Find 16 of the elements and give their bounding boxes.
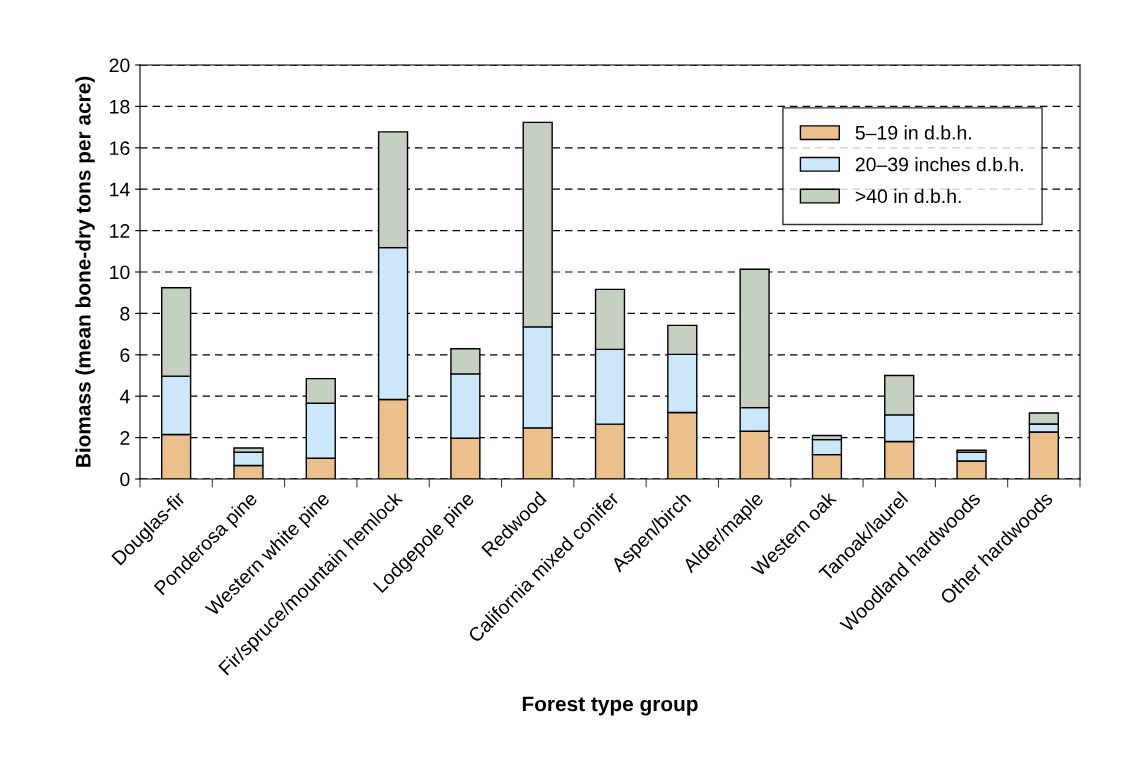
legend-label: 20–39 inches d.b.h. xyxy=(855,157,1023,172)
x-axis-title: Forest type group xyxy=(522,696,698,716)
y-axis-title: Biomass (mean bone-dry tons per acre) xyxy=(75,76,95,467)
y-tick-label: 4 xyxy=(119,389,130,404)
legend-label: 5–19 in d.b.h. xyxy=(855,125,971,140)
y-tick-label: 18 xyxy=(110,99,130,114)
y-tick-label: 16 xyxy=(110,141,130,156)
y-tick-label: 20 xyxy=(109,58,130,73)
y-tick-label: 6 xyxy=(120,348,130,363)
y-tick-label: 14 xyxy=(110,182,130,197)
y-tick-label: 10 xyxy=(110,265,130,280)
y-tick-label: 12 xyxy=(110,224,130,238)
legend-label: >40 in d.b.h. xyxy=(855,188,961,204)
y-tick-label: 2 xyxy=(120,431,130,445)
y-tick-label: 0 xyxy=(120,472,130,487)
y-tick-label: 8 xyxy=(120,306,130,321)
